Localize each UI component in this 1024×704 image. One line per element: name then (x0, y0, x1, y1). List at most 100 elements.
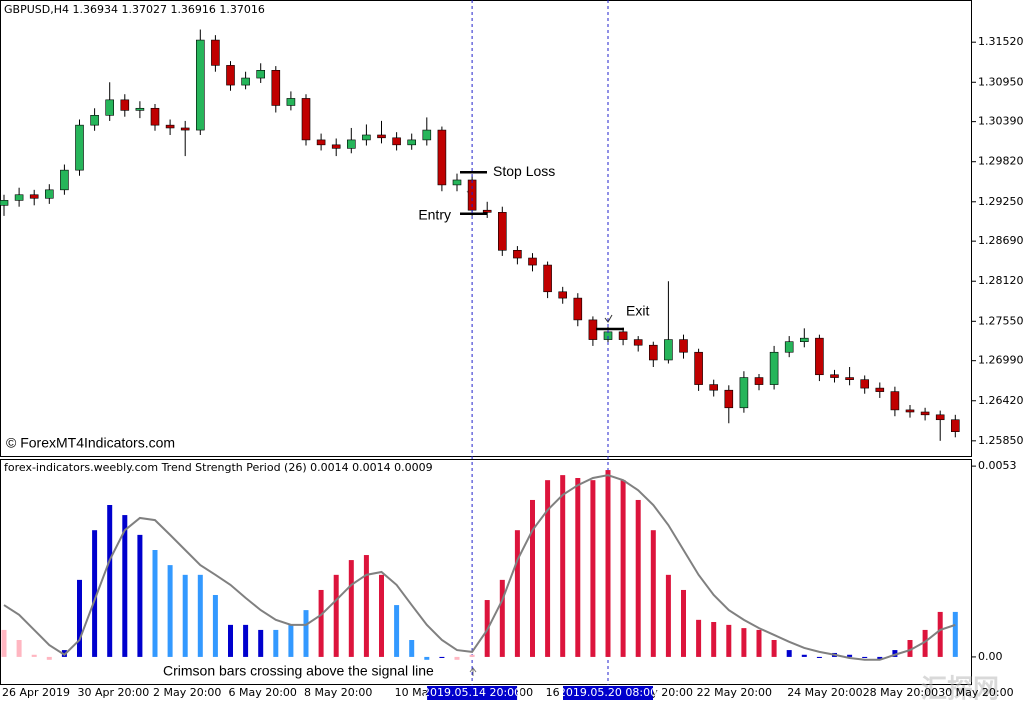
x-tick-highlight (563, 686, 653, 700)
y-tick-label: 1.28690 (978, 234, 1024, 247)
bar (439, 656, 445, 658)
bar (605, 470, 611, 657)
bar (318, 589, 324, 657)
bar (363, 555, 369, 657)
bar (1, 629, 7, 657)
y-tick-label: 1.29250 (978, 195, 1024, 208)
candle-body (633, 339, 643, 346)
candle-body (664, 339, 673, 361)
chart-title: GBPUSD,H4 1.36934 1.37027 1.36916 1.3701… (4, 3, 265, 16)
candle-body (558, 291, 568, 299)
candle-body (407, 139, 417, 146)
bar (907, 640, 913, 657)
bar (514, 530, 520, 657)
bar (303, 610, 309, 657)
candle-body (950, 419, 960, 432)
bar (726, 624, 732, 657)
candle-body (588, 319, 598, 340)
candle-body (482, 209, 492, 213)
x-tick-label: :00 (515, 686, 533, 699)
y-tick-label: 1.27550 (978, 314, 1024, 327)
candle-body (211, 39, 220, 66)
bar (107, 505, 113, 657)
bar (167, 565, 173, 657)
bar (952, 611, 958, 657)
candle-body (180, 127, 190, 131)
candle-body (150, 107, 160, 126)
credit: © ForexMT4Indicators.com (6, 435, 175, 451)
x-tick-label: 2019.05.14 20:00 (423, 686, 521, 699)
candle-body (286, 98, 296, 106)
x-tick-label: 22 May 20:00 (697, 686, 772, 699)
y-tick-label: 1.26990 (978, 354, 1024, 367)
price-panel (0, 0, 972, 457)
bar (771, 640, 777, 657)
x-tick-label: 30 Apr 20:00 (78, 686, 150, 699)
y-tick-label: 1.29820 (978, 155, 1024, 168)
candle-body (815, 337, 824, 376)
bar (273, 629, 279, 657)
candle-body (29, 194, 39, 199)
x-tick-label: 28 May 20:00 (863, 686, 938, 699)
bar (847, 654, 853, 657)
candle-body (165, 124, 175, 129)
y-tick-label: 1.30950 (978, 75, 1024, 88)
candle-body (875, 387, 885, 392)
candle-body (301, 98, 311, 141)
candle-body (60, 169, 69, 191)
candle-body (679, 339, 688, 353)
candle-body (845, 377, 854, 380)
bar (665, 574, 671, 657)
bar (862, 656, 868, 658)
level-label: Entry (418, 206, 451, 222)
x-tick-label: 2019.05.20 08:00 (559, 686, 657, 699)
bar (620, 480, 626, 657)
level-label: Stop Loss (493, 163, 555, 179)
x-tick-label: 8 May 20:00 (304, 686, 372, 699)
candle-body (105, 99, 114, 116)
candle-body (920, 411, 930, 416)
bar (212, 595, 218, 657)
x-tick-label: 16 (546, 686, 560, 699)
x-tick-label: y 20:00 (651, 686, 693, 699)
candle-body (543, 264, 552, 293)
candle-body (799, 337, 809, 342)
y-tick-label: 1.25850 (978, 434, 1024, 447)
y-tick-label: 0.0053 (978, 459, 1017, 472)
bar (424, 656, 430, 660)
candle-body (769, 351, 779, 385)
x-tick-label: 2 May 20:00 (153, 686, 221, 699)
bar (635, 499, 641, 657)
x-tick-highlight (427, 686, 518, 700)
bar (499, 579, 505, 657)
bar (696, 619, 702, 657)
candle-body (14, 194, 24, 201)
bar (801, 654, 807, 657)
candle-body (44, 189, 54, 199)
candle-body (694, 351, 703, 385)
watermark: 汇探网 (921, 675, 999, 704)
candle-body (724, 389, 734, 409)
candle-body (618, 331, 628, 340)
bar (92, 530, 98, 657)
candle-body (573, 297, 583, 321)
candle-body (890, 391, 900, 411)
indicator-panel (0, 459, 972, 685)
y-tick-label: 0.00 (978, 650, 1003, 663)
bar (937, 611, 943, 657)
bar (152, 550, 158, 657)
candle-body (935, 414, 945, 421)
bar (756, 629, 762, 657)
signal-line (3, 474, 956, 661)
bar (816, 656, 822, 658)
bar (46, 656, 52, 660)
candle-body (784, 341, 794, 353)
candle-body (709, 384, 719, 391)
candle-body (226, 65, 235, 86)
bar (590, 480, 596, 657)
bar (892, 650, 898, 657)
bar (711, 622, 717, 657)
bar (77, 579, 82, 657)
candle-body (437, 129, 447, 186)
